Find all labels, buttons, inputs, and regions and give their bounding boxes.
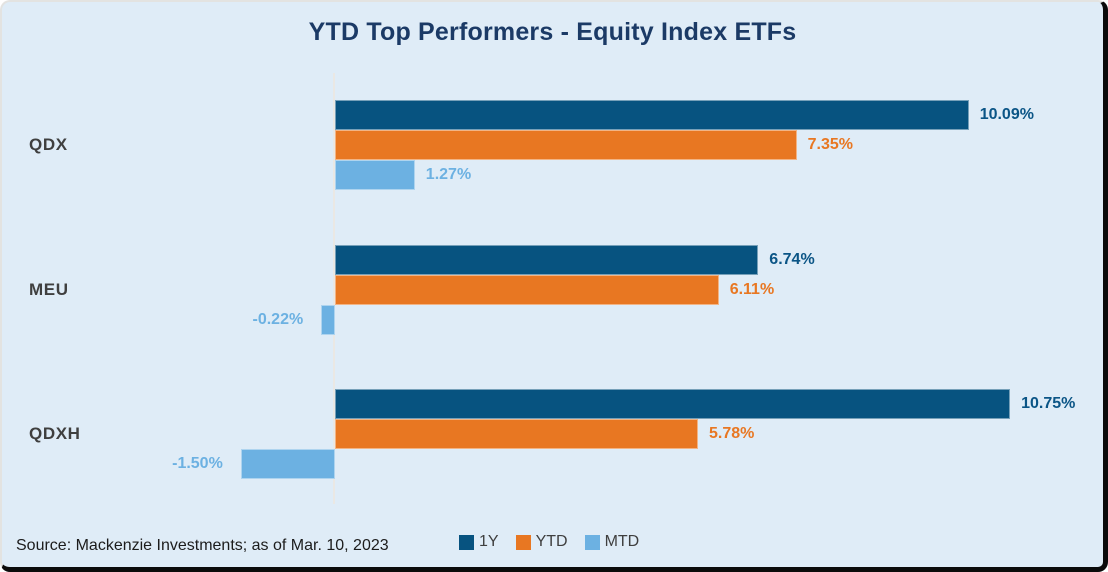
legend-item-mtd: MTD	[584, 533, 640, 551]
category-label-meu: MEU	[29, 280, 69, 299]
bar-meu-ytd	[335, 275, 719, 305]
y-axis-line	[333, 73, 335, 504]
value-label-qdxh-mtd: -1.50%	[172, 455, 223, 472]
legend-item-1y: 1Y	[459, 533, 499, 551]
legend-swatch-ytd	[515, 534, 531, 550]
category-label-qdx: QDX	[29, 135, 68, 154]
value-label-qdx-mtd: 1.27%	[425, 166, 472, 183]
value-label-qdxh-1y: 10.75%	[1021, 395, 1076, 412]
value-label-qdx-ytd: 7.35%	[807, 136, 853, 153]
source-note: Source: Mackenzie Investments; as of Mar…	[16, 537, 389, 554]
legend-swatch-mtd	[584, 534, 600, 550]
bar-qdxh-ytd	[335, 419, 698, 449]
bar-qdx-1y	[335, 100, 969, 130]
bar-meu-mtd	[321, 305, 335, 335]
bar-qdxh-mtd	[240, 449, 335, 479]
value-label-meu-1y: 6.74%	[769, 251, 815, 268]
value-label-qdxh-ytd: 5.78%	[709, 425, 755, 442]
category-label-qdxh: QDXH	[29, 424, 81, 443]
value-label-meu-ytd: 6.11%	[729, 281, 775, 298]
legend-label-1y: 1Y	[479, 533, 499, 550]
bar-meu-1y	[335, 245, 759, 275]
bar-qdx-ytd	[335, 130, 797, 160]
legend: 1Y YTD MTD	[459, 533, 639, 551]
value-label-meu-mtd: -0.22%	[252, 311, 304, 328]
bar-qdx-mtd	[335, 160, 415, 190]
value-label-qdx-1y: 10.09%	[979, 106, 1034, 123]
legend-swatch-1y	[459, 534, 474, 550]
chart-title: YTD Top Performers - Equity Index ETFs	[308, 18, 797, 46]
bar-qdxh-1y	[335, 389, 1011, 419]
legend-item-ytd: YTD	[515, 533, 568, 551]
legend-label-mtd: MTD	[604, 533, 640, 550]
legend-label-ytd: YTD	[535, 533, 568, 550]
